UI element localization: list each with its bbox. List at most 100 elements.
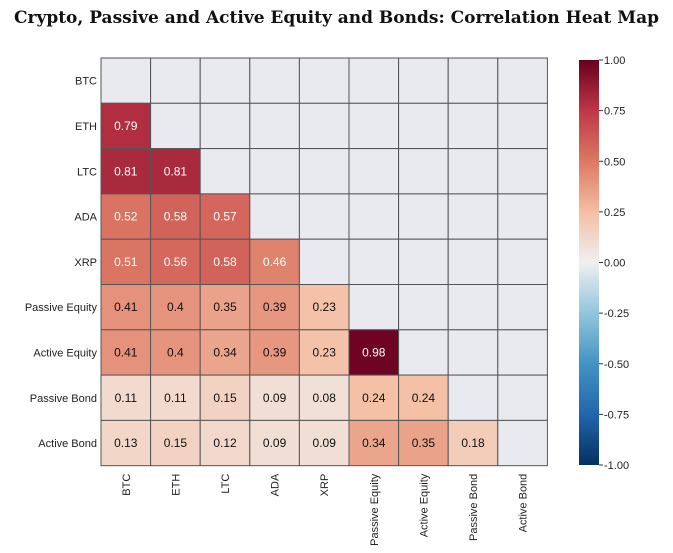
heatmap-cell xyxy=(348,374,400,421)
cell-value-label: 0.81 xyxy=(114,164,138,178)
heatmap-cell xyxy=(249,284,300,331)
heatmap-cell xyxy=(150,419,201,467)
masked-cell xyxy=(447,329,499,376)
row-tick-label: LTC xyxy=(77,166,97,178)
row-labels: BTC ETH LTC ADA XRP Passive Equity Active Equi… xyxy=(25,76,98,450)
column-tick-label: XRP xyxy=(319,474,331,497)
row-tick-label: ADA xyxy=(74,212,97,224)
masked-cell xyxy=(398,193,449,240)
heatmap-cells: 0.79 0.81 0.81 0.52 0.58 0.57 0.51 0.56 0.58 0.46… xyxy=(100,57,548,467)
masked-cell xyxy=(398,284,449,331)
row-tick-label: XRP xyxy=(74,257,97,269)
colorbar-gradient xyxy=(579,60,599,465)
cell-value-label: 0.35 xyxy=(213,300,237,314)
masked-cell xyxy=(447,57,499,104)
heatmap-cell xyxy=(298,419,350,467)
masked-cell xyxy=(447,374,499,421)
masked-cell xyxy=(348,148,400,195)
cell-value-label: 0.23 xyxy=(313,345,337,359)
masked-cell xyxy=(497,148,548,195)
masked-cell xyxy=(398,102,449,150)
masked-cell xyxy=(447,148,499,195)
cell-value-label: 0.4 xyxy=(167,300,184,314)
cell-value-label: 0.4 xyxy=(167,345,184,359)
masked-cell xyxy=(199,57,251,104)
heatmap-cell xyxy=(100,238,152,285)
cell-value-label: 0.58 xyxy=(213,255,237,269)
heatmap-cell xyxy=(199,374,251,421)
colorbar-tick-label: -0.25 xyxy=(604,308,629,320)
masked-cell xyxy=(398,238,449,285)
heatmap-cell xyxy=(199,284,251,331)
heatmap-cell xyxy=(447,419,499,467)
cell-value-label: 0.79 xyxy=(114,119,138,133)
masked-cell xyxy=(348,284,400,331)
heatmap-cell xyxy=(249,329,300,376)
column-labels: BTC ETH LTC ADA XRP Passive Equity Active Equi… xyxy=(121,473,530,546)
heatmap-cell xyxy=(100,284,152,331)
masked-cell xyxy=(447,238,499,285)
heatmap-cell xyxy=(348,419,400,467)
masked-cell xyxy=(348,238,400,285)
row-tick-label: Active Equity xyxy=(33,347,97,359)
cell-value-label: 0.98 xyxy=(362,345,386,359)
masked-cell xyxy=(447,284,499,331)
cell-value-label: 0.46 xyxy=(263,255,287,269)
cell-value-label: 0.24 xyxy=(412,391,436,405)
cell-value-label: 0.12 xyxy=(213,436,237,450)
colorbar-tick-label: 0.00 xyxy=(604,258,625,270)
colorbar-tick-label: -0.75 xyxy=(604,409,629,421)
cell-value-label: 0.11 xyxy=(115,391,138,405)
masked-cell xyxy=(249,193,300,240)
chart-title: Crypto, Passive and Active Equity and Bo… xyxy=(13,8,660,28)
cell-value-label: 0.51 xyxy=(114,255,138,269)
heatmap-cell xyxy=(100,419,152,467)
row-tick-label: ETH xyxy=(75,121,97,133)
colorbar-tick-label: -0.50 xyxy=(604,359,629,371)
cell-value-label: 0.09 xyxy=(263,436,287,450)
row-tick-label: Passive Equity xyxy=(25,302,98,314)
masked-cell xyxy=(497,102,548,150)
heatmap-cell xyxy=(398,374,449,421)
column-tick-label: ADA xyxy=(270,473,282,496)
column-tick-label: Active Bond xyxy=(518,474,530,533)
colorbar-tick-label: 0.75 xyxy=(604,106,625,118)
cell-value-label: 0.34 xyxy=(362,436,386,450)
cell-value-label: 0.24 xyxy=(362,391,386,405)
row-tick-label: BTC xyxy=(75,76,97,88)
colorbar-tick-label: 0.50 xyxy=(604,156,625,168)
heatmap-cell xyxy=(199,193,251,240)
masked-cell xyxy=(497,57,548,104)
cell-value-label: 0.56 xyxy=(164,255,188,269)
masked-cell xyxy=(249,102,300,150)
masked-cell xyxy=(398,329,449,376)
heatmap-cell xyxy=(150,284,201,331)
masked-cell xyxy=(497,329,548,376)
heatmap-cell xyxy=(199,238,251,285)
colorbar: 1.00 0.75 0.50 0.25 0.00 -0.25 -0.50 -0.75 -1.00 xyxy=(579,55,629,472)
cell-value-label: 0.23 xyxy=(313,300,337,314)
masked-cell xyxy=(497,193,548,240)
cell-value-label: 0.41 xyxy=(114,345,138,359)
masked-cell xyxy=(348,193,400,240)
cell-value-label: 0.15 xyxy=(213,391,237,405)
cell-value-label: 0.39 xyxy=(263,345,287,359)
column-tick-label: Active Equity xyxy=(418,473,430,537)
masked-cell xyxy=(249,148,300,195)
heatmap-cell xyxy=(199,329,251,376)
colorbar-tick-label: 1.00 xyxy=(604,55,625,67)
heatmap-cell xyxy=(150,193,201,240)
cell-value-label: 0.39 xyxy=(263,300,287,314)
row-tick-label: Active Bond xyxy=(38,438,97,450)
heatmap-cell xyxy=(150,238,201,285)
masked-cell xyxy=(497,374,548,421)
colorbar-tick-label: 0.25 xyxy=(604,207,625,219)
column-tick-label: Passive Equity xyxy=(369,473,381,546)
cell-value-label: 0.35 xyxy=(412,436,436,450)
masked-cell xyxy=(150,57,201,104)
column-tick-label: LTC xyxy=(220,474,232,494)
cell-value-label: 0.81 xyxy=(164,164,188,178)
masked-cell xyxy=(199,148,251,195)
cell-value-label: 0.13 xyxy=(114,436,138,450)
